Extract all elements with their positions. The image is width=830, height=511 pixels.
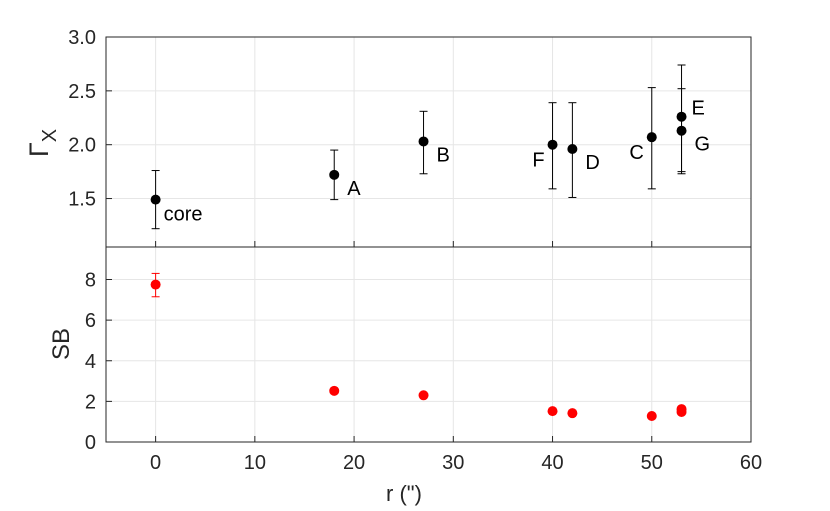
- gamma-point-label: E: [692, 98, 705, 120]
- gamma-point: [567, 144, 578, 154]
- gamma-ytick-label: 1.5: [68, 189, 96, 211]
- gamma-y-axis-subscript: X: [39, 129, 61, 142]
- axes-frames: [105, 36, 752, 443]
- x-axis-label: r ("): [386, 481, 422, 506]
- sb-point: [646, 411, 657, 421]
- gamma-point: [547, 139, 558, 150]
- gamma-point: [676, 125, 687, 136]
- sb-point: [150, 279, 161, 290]
- gamma-point: [646, 132, 657, 143]
- x-tick-label: 20: [343, 452, 365, 474]
- sb-point: [676, 406, 687, 417]
- grid-layer: [106, 37, 751, 442]
- gamma-ytick-label: 2.0: [68, 135, 96, 157]
- sb-ytick-label: 6: [85, 310, 96, 332]
- x-tick-label: 30: [442, 452, 464, 474]
- x-tick-label: 50: [641, 452, 663, 474]
- label-layer: ΓX SB r ("): [24, 129, 422, 506]
- sb-point: [418, 390, 429, 401]
- sb-point: [567, 408, 578, 419]
- gamma-point-label: G: [695, 134, 711, 156]
- x-tick-label: 40: [541, 452, 563, 474]
- gamma-point-label: F: [532, 150, 544, 172]
- gamma-ytick-label: 2.5: [68, 81, 96, 103]
- gamma-point-label: core: [164, 204, 203, 226]
- gamma-point-label: B: [437, 144, 450, 166]
- gamma-point-label: D: [585, 152, 599, 174]
- sb-point: [329, 385, 340, 396]
- sb-point: [547, 406, 558, 417]
- gamma-point-label: A: [347, 178, 361, 200]
- data-layer: core A B F D C EG: [150, 64, 711, 421]
- sb-ytick-label: 0: [85, 432, 96, 454]
- tick-layer: 1.5 2.0 2.5 3.0 0 2 4 6 8 0 10 20 30 40 50 60: [68, 27, 762, 474]
- gamma-ytick-label: 3.0: [68, 27, 96, 49]
- gamma-y-axis-symbol: Γ: [24, 142, 54, 157]
- gamma-point-label: C: [629, 142, 643, 164]
- sb-ytick-label: 8: [85, 270, 96, 292]
- x-tick-label: 60: [740, 452, 762, 474]
- gamma-point: [329, 169, 340, 180]
- gamma-y-axis-label: ΓX: [24, 129, 61, 157]
- sb-ytick-label: 4: [85, 351, 96, 373]
- sb-frame: [105, 246, 752, 443]
- gamma-point: [418, 136, 429, 147]
- x-tick-label: 10: [244, 452, 266, 474]
- sb-ytick-label: 2: [85, 391, 96, 413]
- x-tick-label: 0: [150, 452, 161, 474]
- gamma-point: [150, 194, 161, 205]
- sb-y-axis-label: SB: [48, 328, 75, 360]
